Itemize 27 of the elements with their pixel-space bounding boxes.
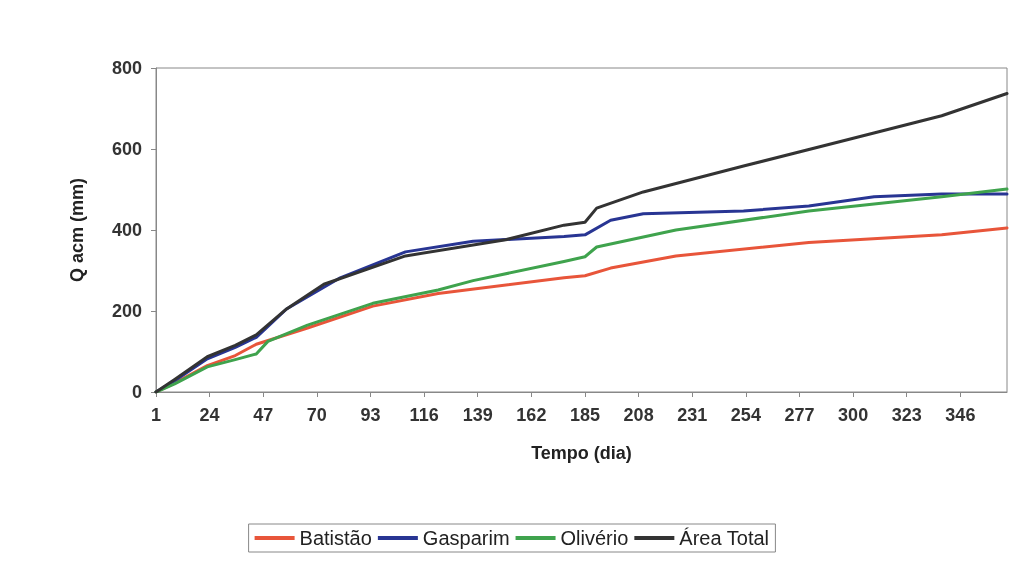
x-tick-label: 116 — [409, 405, 439, 425]
x-tick-label: 93 — [360, 405, 381, 425]
x-tick-label: 1 — [150, 405, 162, 425]
legend-label: Área Total — [679, 527, 770, 549]
y-tick-label: 800 — [111, 58, 142, 78]
legend-label: Batistão — [299, 527, 372, 549]
y-axis-title: Q acm (mm) — [67, 177, 87, 283]
y-tick-label: 400 — [111, 220, 142, 240]
x-tick-label: 185 — [569, 405, 601, 425]
y-tick-label: 600 — [111, 139, 142, 159]
x-tick-label: 24 — [199, 405, 220, 425]
x-tick-label: 254 — [730, 405, 761, 425]
x-tick-label: 277 — [784, 405, 815, 425]
legend-label: Gasparim — [422, 527, 510, 549]
x-tick-label: 231 — [677, 405, 708, 425]
x-tick-label: 346 — [945, 405, 976, 425]
x-tick-label: 162 — [516, 405, 547, 425]
y-tick-label: 200 — [111, 301, 142, 321]
x-tick-label: 300 — [838, 405, 869, 425]
x-tick-label: 139 — [462, 405, 493, 425]
x-tick-label: 208 — [623, 405, 654, 425]
legend-label: Olivério — [560, 527, 629, 549]
x-tick-label: 70 — [306, 405, 327, 425]
x-tick-label: 323 — [891, 405, 922, 425]
y-tick-label: 0 — [131, 382, 142, 402]
x-tick-label: 47 — [253, 405, 274, 425]
x-axis-title: Tempo (dia) — [531, 443, 632, 463]
